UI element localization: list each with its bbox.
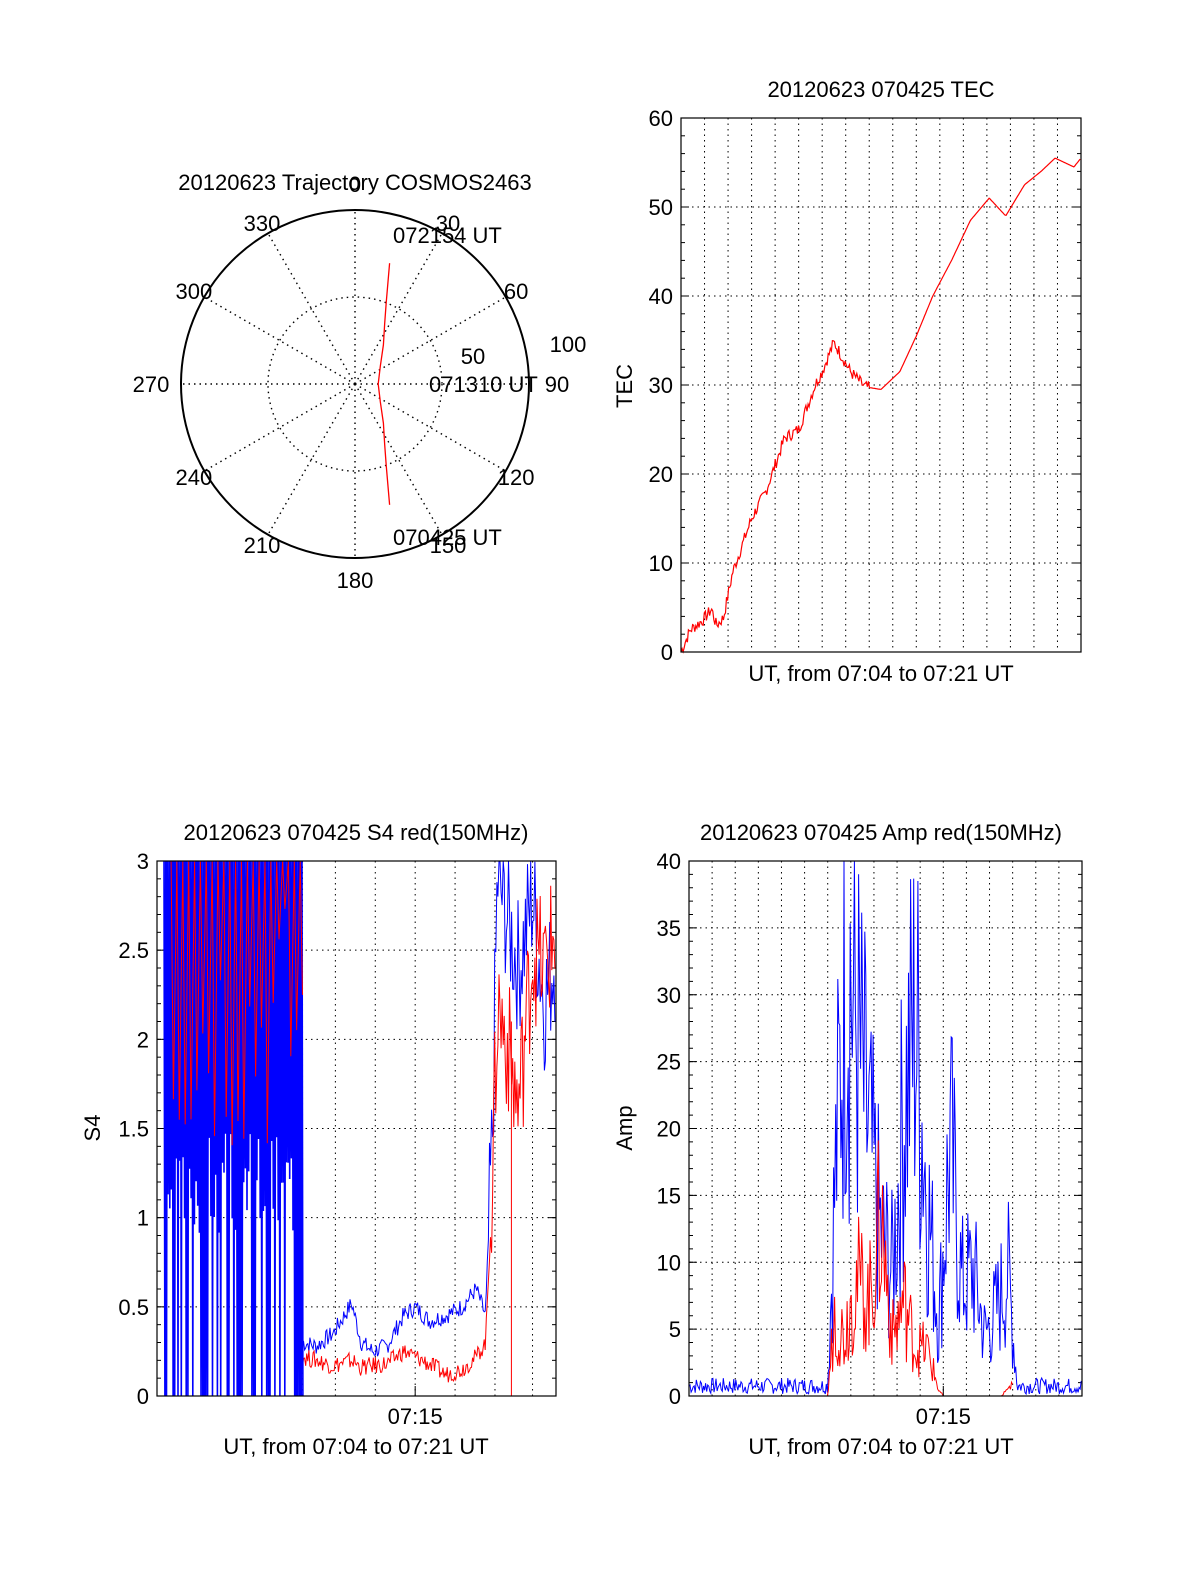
polar-labels: 0 30 60 90 120 150 180 210 240 270 300 330 50 100 0721… (133, 172, 587, 593)
plot-frame (688, 860, 1083, 1397)
polar-inner-circle (267, 296, 443, 472)
ytick-label: 60 (649, 106, 673, 131)
xtick-label: 07:15 (916, 1404, 971, 1429)
xtick-label: 07:15 (388, 1404, 443, 1429)
ytick-label: 35 (657, 916, 681, 941)
trajectory-mid-label: 071310 UT (429, 372, 538, 397)
plot-frame (680, 117, 1082, 653)
tec-title: 20120623 070425 TEC (767, 77, 994, 102)
plot-background (689, 861, 1082, 1396)
polar-angle-label: 210 (244, 533, 281, 558)
ytick-label: 15 (657, 1183, 681, 1208)
ytick-label: 2 (137, 1027, 149, 1052)
polar-radial-label: 100 (550, 332, 587, 357)
ytick-label: 0.5 (118, 1295, 149, 1320)
amp-plot: 0 5 10 15 20 25 30 35 40 07:15 (657, 849, 1083, 1429)
amp-title: 20120623 070425 Amp red(150MHz) (700, 820, 1062, 845)
trajectory-start-label: 070425 UT (393, 525, 502, 550)
polar-spoke-150 (354, 383, 443, 536)
ytick-label: 0 (661, 640, 673, 665)
polar-spoke-30 (354, 232, 443, 385)
amp-ylabel: Amp (612, 1105, 637, 1150)
series-line-red (680, 157, 1081, 654)
polar-angle-label: 300 (176, 279, 213, 304)
tec-panel: 20120623 070425 TEC 0 10 20 30 40 50 60 UT, fr… (612, 77, 1082, 686)
trajectory-line (377, 263, 391, 505)
ytick-label: 3 (137, 849, 149, 874)
s4-xlabel: UT, from 07:04 to 07:21 UT (223, 1434, 488, 1459)
ytick-label: 40 (657, 849, 681, 874)
s4-plot: 0 0.5 1 1.5 2 2.5 3 07:15 (118, 849, 557, 1429)
ytick-label: 25 (657, 1050, 681, 1075)
polar-spoke-60 (354, 296, 507, 385)
ytick-label: 30 (657, 983, 681, 1008)
tec-plot: 0 10 20 30 40 50 60 (649, 106, 1082, 665)
ytick-label: 0 (137, 1384, 149, 1409)
ytick-label: 20 (657, 1117, 681, 1142)
s4-title: 20120623 070425 S4 red(150MHz) (184, 820, 529, 845)
polar-outer-circle (180, 209, 530, 559)
polar-angle-label: 90 (545, 372, 569, 397)
tec-xlabel: UT, from 07:04 to 07:21 UT (748, 661, 1013, 686)
polar-spoke-330 (267, 232, 356, 385)
ytick-label: 10 (649, 551, 673, 576)
ytick-label: 2.5 (118, 938, 149, 963)
s4-panel: 20120623 070425 S4 red(150MHz) 0 0.5 1 1.5 2… (80, 820, 557, 1459)
polar-angle-label: 150 (430, 533, 467, 558)
ytick-label: 40 (649, 284, 673, 309)
polar-angle-label: 330 (244, 211, 281, 236)
polar-spoke-210 (267, 383, 356, 536)
polar-angle-label: 60 (504, 279, 528, 304)
polar-angle-label: 270 (133, 372, 170, 397)
series-line-blue (302, 860, 556, 1357)
ytick-label: 20 (649, 462, 673, 487)
polar-trajectory (377, 263, 391, 505)
polar-spoke-300 (203, 296, 356, 385)
polar-title: 20120623 Trajectory COSMOS2463 (178, 170, 531, 195)
tec-ylabel: TEC (612, 364, 637, 408)
polar-spoke-240 (203, 383, 356, 472)
series-block-red (170, 860, 303, 1146)
trajectory-end-label: 072154 UT (393, 223, 502, 248)
polar-angle-label: 0 (349, 172, 361, 197)
amp-panel: 20120623 070425 Amp red(150MHz) 0 5 10 15 20… (612, 820, 1083, 1459)
ytick-label: 30 (649, 373, 673, 398)
plot-background (681, 118, 1081, 652)
ytick-label: 1 (137, 1206, 149, 1231)
amp-xlabel: UT, from 07:04 to 07:21 UT (748, 1434, 1013, 1459)
polar-angle-label: 240 (176, 465, 213, 490)
polar-angle-label: 120 (498, 465, 535, 490)
polar-angle-label: 180 (337, 568, 374, 593)
series-line-red (302, 885, 556, 1383)
ytick-label: 5 (669, 1317, 681, 1342)
polar-radial-label: 50 (461, 344, 485, 369)
ytick-label: 50 (649, 195, 673, 220)
ytick-label: 1.5 (118, 1117, 149, 1142)
polar-spoke-120 (354, 383, 507, 472)
ytick-label: 10 (657, 1250, 681, 1275)
s4-ylabel: S4 (80, 1115, 105, 1142)
plot-frame (156, 860, 557, 1397)
polar-panel: 20120623 Trajectory COSMOS2463 0 30 60 90 12… (133, 170, 587, 593)
ytick-label: 0 (669, 1384, 681, 1409)
polar-angle-label: 30 (436, 211, 460, 236)
